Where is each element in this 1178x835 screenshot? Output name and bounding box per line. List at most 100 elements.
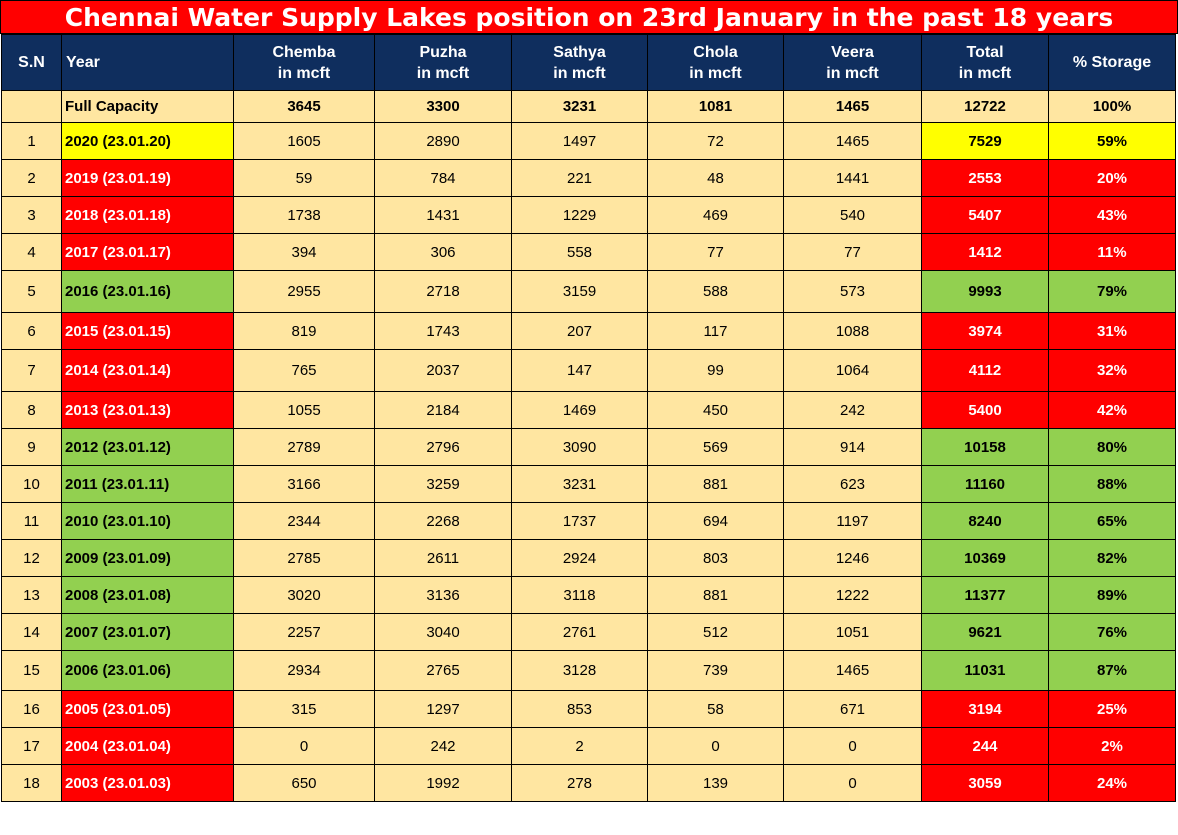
cell-total: 11031 [921,650,1049,691]
cell-sn: 5 [1,270,62,313]
cell-year: 2012 (23.01.12) [61,428,234,466]
cell-total: 10158 [921,428,1049,466]
cell-chola: 139 [647,764,784,802]
cell-total: 1412 [921,233,1049,271]
header-veera-unit: in mcft [826,64,879,82]
cell-puzha: 2037 [374,349,512,392]
cell-total: 9621 [921,613,1049,651]
cell-chemba: 1738 [233,196,375,234]
cell-storage: 59% [1048,122,1176,160]
lakes-table: S.N Year Chemba in mcft Puzha in mcft Sath… [1,34,1176,802]
cell-sathya: 3118 [511,576,648,614]
cell-puzha: 2765 [374,650,512,691]
cell-sathya: 221 [511,159,648,197]
cell-sathya: 147 [511,349,648,392]
cell-chola: 588 [647,270,784,313]
cell-storage: 24% [1048,764,1176,802]
cell-sathya: 2761 [511,613,648,651]
header-puzha: Puzha in mcft [374,34,512,91]
cell-year: 2008 (23.01.08) [61,576,234,614]
table-row: 8 2013 (23.01.13) 1055 2184 1469 450 242 5400 42… [1,391,1176,429]
cell-chola: 450 [647,391,784,429]
table-row: 6 2015 (23.01.15) 819 1743 207 117 1088 3974 31% [1,312,1176,350]
cell-year: 2004 (23.01.04) [61,727,234,765]
capacity-chola: 1081 [647,90,784,123]
cell-sathya: 207 [511,312,648,350]
cell-sn: 10 [1,465,62,503]
header-storage: % Storage [1048,34,1176,91]
header-chola-unit: in mcft [689,64,742,82]
cell-sn: 6 [1,312,62,350]
cell-sathya: 3231 [511,465,648,503]
cell-veera: 573 [783,270,922,313]
cell-sathya: 1469 [511,391,648,429]
cell-total: 3194 [921,690,1049,728]
cell-year: 2011 (23.01.11) [61,465,234,503]
capacity-label: Full Capacity [61,90,234,123]
table-row: 1 2020 (23.01.20) 1605 2890 1497 72 1465 7529 59… [1,122,1176,160]
cell-veera: 1051 [783,613,922,651]
cell-veera: 1197 [783,502,922,540]
cell-year: 2013 (23.01.13) [61,391,234,429]
cell-chemba: 3166 [233,465,375,503]
cell-veera: 1465 [783,122,922,160]
cell-sathya: 2 [511,727,648,765]
cell-puzha: 1743 [374,312,512,350]
cell-storage: 2% [1048,727,1176,765]
cell-puzha: 2268 [374,502,512,540]
cell-puzha: 2890 [374,122,512,160]
cell-storage: 11% [1048,233,1176,271]
cell-puzha: 2611 [374,539,512,577]
sheet-title: Chennai Water Supply Lakes position on 2… [0,0,1178,34]
cell-total: 3059 [921,764,1049,802]
cell-chola: 48 [647,159,784,197]
cell-puzha: 1297 [374,690,512,728]
table-row: 16 2005 (23.01.05) 315 1297 853 58 671 3194 25% [1,690,1176,728]
cell-storage: 87% [1048,650,1176,691]
cell-veera: 77 [783,233,922,271]
header-total: Total in mcft [921,34,1049,91]
cell-storage: 88% [1048,465,1176,503]
cell-year: 2005 (23.01.05) [61,690,234,728]
cell-chemba: 59 [233,159,375,197]
cell-total: 4112 [921,349,1049,392]
cell-year: 2007 (23.01.07) [61,613,234,651]
cell-sn: 7 [1,349,62,392]
cell-storage: 65% [1048,502,1176,540]
table-row: 14 2007 (23.01.07) 2257 3040 2761 512 1051 9621… [1,613,1176,651]
capacity-chemba: 3645 [233,90,375,123]
cell-sathya: 558 [511,233,648,271]
header-total-unit: in mcft [958,64,1012,82]
table-row: 17 2004 (23.01.04) 0 242 2 0 0 244 2% [1,727,1176,765]
cell-chola: 512 [647,613,784,651]
header-sathya: Sathya in mcft [511,34,648,91]
cell-puzha: 3136 [374,576,512,614]
cell-sathya: 1737 [511,502,648,540]
cell-chola: 881 [647,576,784,614]
cell-chola: 58 [647,690,784,728]
cell-total: 11377 [921,576,1049,614]
cell-sathya: 3090 [511,428,648,466]
cell-chola: 72 [647,122,784,160]
cell-year: 2009 (23.01.09) [61,539,234,577]
cell-sathya: 3128 [511,650,648,691]
header-sathya-unit: in mcft [553,64,606,82]
cell-year: 2020 (23.01.20) [61,122,234,160]
cell-sn: 2 [1,159,62,197]
cell-chola: 803 [647,539,784,577]
cell-total: 3974 [921,312,1049,350]
cell-puzha: 242 [374,727,512,765]
cell-sn: 18 [1,764,62,802]
cell-total: 2553 [921,159,1049,197]
header-chola-name: Chola [693,43,738,61]
cell-chola: 469 [647,196,784,234]
cell-year: 2014 (23.01.14) [61,349,234,392]
cell-storage: 89% [1048,576,1176,614]
cell-veera: 623 [783,465,922,503]
header-total-name: Total [966,43,1004,61]
cell-sn: 9 [1,428,62,466]
cell-puzha: 2796 [374,428,512,466]
cell-storage: 79% [1048,270,1176,313]
cell-chemba: 394 [233,233,375,271]
